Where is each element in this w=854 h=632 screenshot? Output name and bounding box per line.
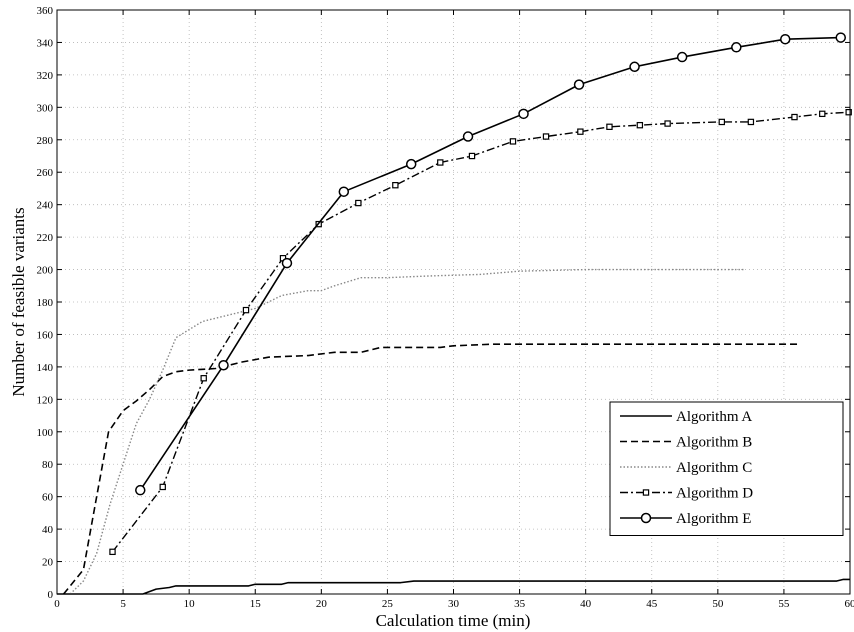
legend-label: Algorithm E xyxy=(676,511,751,527)
legend-marker xyxy=(640,512,652,524)
data-point-algorithm-d xyxy=(355,199,362,207)
y-tick-label: 280 xyxy=(37,135,54,147)
y-tick-label: 140 xyxy=(37,362,54,374)
y-tick-label: 60 xyxy=(42,492,54,504)
x-tick-label: 25 xyxy=(382,598,394,610)
data-point-algorithm-d xyxy=(819,110,826,118)
axis-ticks: 0 5 10 15 20 25 30 35 40 45 50 55 60 0 20 40 60 80 100 120 1… xyxy=(37,5,854,610)
data-point-algorithm-d xyxy=(664,120,671,127)
y-tick-label: 240 xyxy=(37,200,54,212)
y-tick-label: 160 xyxy=(37,329,54,341)
y-tick-label: 20 xyxy=(42,557,54,569)
data-point-algorithm-d xyxy=(791,113,798,121)
data-point-algorithm-e xyxy=(518,108,529,120)
data-point-algorithm-d xyxy=(542,133,550,140)
y-tick-label: 80 xyxy=(42,459,54,471)
data-point-algorithm-d xyxy=(509,138,517,145)
data-point-algorithm-d xyxy=(606,123,613,130)
x-tick-label: 10 xyxy=(184,598,196,610)
x-tick-label: 40 xyxy=(580,598,592,610)
x-axis-label: Calculation time (min) xyxy=(376,611,531,630)
legend-item-algorithm-b: Algorithm B xyxy=(620,435,752,451)
data-point-algorithm-e xyxy=(573,79,585,90)
series-algorithm-b xyxy=(62,343,798,595)
data-point-algorithm-e xyxy=(462,131,474,142)
x-tick-label: 45 xyxy=(646,598,658,610)
legend: Algorithm A Algorithm B Algorithm C Algorit… xyxy=(609,401,844,536)
legend-item-algorithm-a: Algorithm A xyxy=(620,409,752,425)
x-tick-label: 0 xyxy=(54,598,60,610)
data-point-algorithm-e xyxy=(779,33,791,45)
legend-box xyxy=(609,401,844,536)
y-axis-label: Number of feasible variants xyxy=(9,207,28,396)
data-point-algorithm-d xyxy=(468,152,476,160)
series-line-algorithm-b xyxy=(62,343,798,595)
data-point-algorithm-e xyxy=(731,42,742,53)
x-tick-label: 60 xyxy=(845,598,854,610)
series-algorithm-a xyxy=(57,578,850,595)
data-point-algorithm-d xyxy=(718,118,725,126)
y-tick-label: 320 xyxy=(37,70,54,82)
data-point-algorithm-e xyxy=(835,32,846,43)
series-algorithm-c xyxy=(69,268,745,595)
y-tick-label: 120 xyxy=(37,394,54,406)
data-point-algorithm-e xyxy=(405,158,417,170)
x-tick-label: 20 xyxy=(316,598,328,610)
data-point-algorithm-e xyxy=(218,360,229,371)
y-tick-label: 100 xyxy=(37,427,54,439)
data-point-algorithm-d xyxy=(109,548,116,556)
data-point-algorithm-d xyxy=(845,108,852,116)
data-point-algorithm-e xyxy=(135,484,146,496)
legend-item-algorithm-e: Algorithm E xyxy=(620,511,751,527)
y-tick-label: 200 xyxy=(37,265,54,277)
data-point-algorithm-d xyxy=(577,128,584,135)
legend-label: Algorithm A xyxy=(676,409,752,425)
legend-item-algorithm-d: Algorithm D xyxy=(620,486,753,502)
data-point-algorithm-d xyxy=(437,159,444,166)
y-tick-label: 220 xyxy=(37,232,54,244)
data-point-algorithm-d xyxy=(747,118,755,126)
data-point-algorithm-e xyxy=(338,186,350,197)
x-tick-label: 35 xyxy=(514,598,526,610)
data-point-algorithm-d xyxy=(159,483,166,491)
series-algorithm-d xyxy=(109,108,852,556)
x-tick-label: 15 xyxy=(250,598,262,610)
data-point-algorithm-d xyxy=(636,121,644,129)
y-tick-label: 0 xyxy=(48,589,54,601)
x-tick-label: 30 xyxy=(448,598,460,610)
data-point-algorithm-d xyxy=(242,306,250,314)
data-point-algorithm-e xyxy=(676,51,688,63)
legend-marker xyxy=(642,489,650,496)
legend-label: Algorithm B xyxy=(676,435,752,451)
data-point-algorithm-e xyxy=(281,257,293,269)
legend-label: Algorithm D xyxy=(676,486,753,502)
y-tick-label: 40 xyxy=(42,524,54,536)
series-line-algorithm-a xyxy=(57,578,850,595)
data-point-algorithm-d xyxy=(200,375,207,382)
y-tick-label: 360 xyxy=(37,5,54,17)
x-tick-label: 55 xyxy=(778,598,790,610)
y-tick-label: 260 xyxy=(37,167,54,179)
series-lines xyxy=(57,32,852,595)
y-tick-label: 300 xyxy=(37,102,54,114)
y-tick-label: 180 xyxy=(37,297,54,309)
legend-label: Algorithm C xyxy=(676,460,752,476)
x-tick-label: 50 xyxy=(712,598,724,610)
data-point-algorithm-d xyxy=(392,182,399,189)
legend-item-algorithm-c: Algorithm C xyxy=(620,460,752,476)
x-tick-label: 5 xyxy=(120,598,126,610)
series-algorithm-e xyxy=(135,32,846,496)
series-line-algorithm-c xyxy=(69,268,745,595)
data-point-algorithm-e xyxy=(629,61,640,73)
y-tick-label: 340 xyxy=(37,37,54,49)
